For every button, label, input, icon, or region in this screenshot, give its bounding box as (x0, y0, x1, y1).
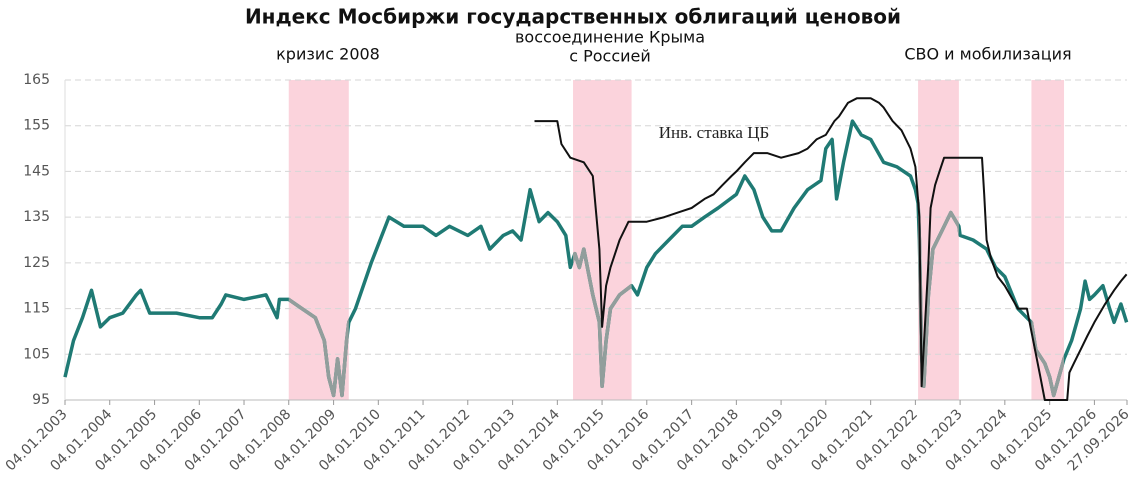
annotation: кризис 2008 (276, 45, 380, 64)
chart-title: Индекс Мосбиржи государственных облигаци… (245, 5, 901, 29)
y-tick-label: 155 (23, 118, 50, 134)
y-tick-label: 115 (23, 301, 50, 317)
y-tick-label: 105 (23, 346, 50, 362)
shaded-period (573, 80, 632, 400)
series-line (63, 119, 1129, 398)
annotation: воссоединение Крыма (515, 28, 705, 47)
series-line (534, 97, 1128, 401)
y-tick-label: 125 (23, 255, 50, 271)
annotation: с Россией (569, 47, 651, 66)
y-tick-label: 135 (23, 209, 50, 225)
y-tick-label: 165 (23, 72, 50, 88)
series-label: Инв. ставка ЦБ (659, 123, 770, 142)
shaded-period (288, 80, 349, 400)
y-tick-label: 95 (32, 392, 50, 408)
y-tick-label: 145 (23, 163, 50, 179)
annotation: СВО и мобилизация (904, 45, 1071, 64)
